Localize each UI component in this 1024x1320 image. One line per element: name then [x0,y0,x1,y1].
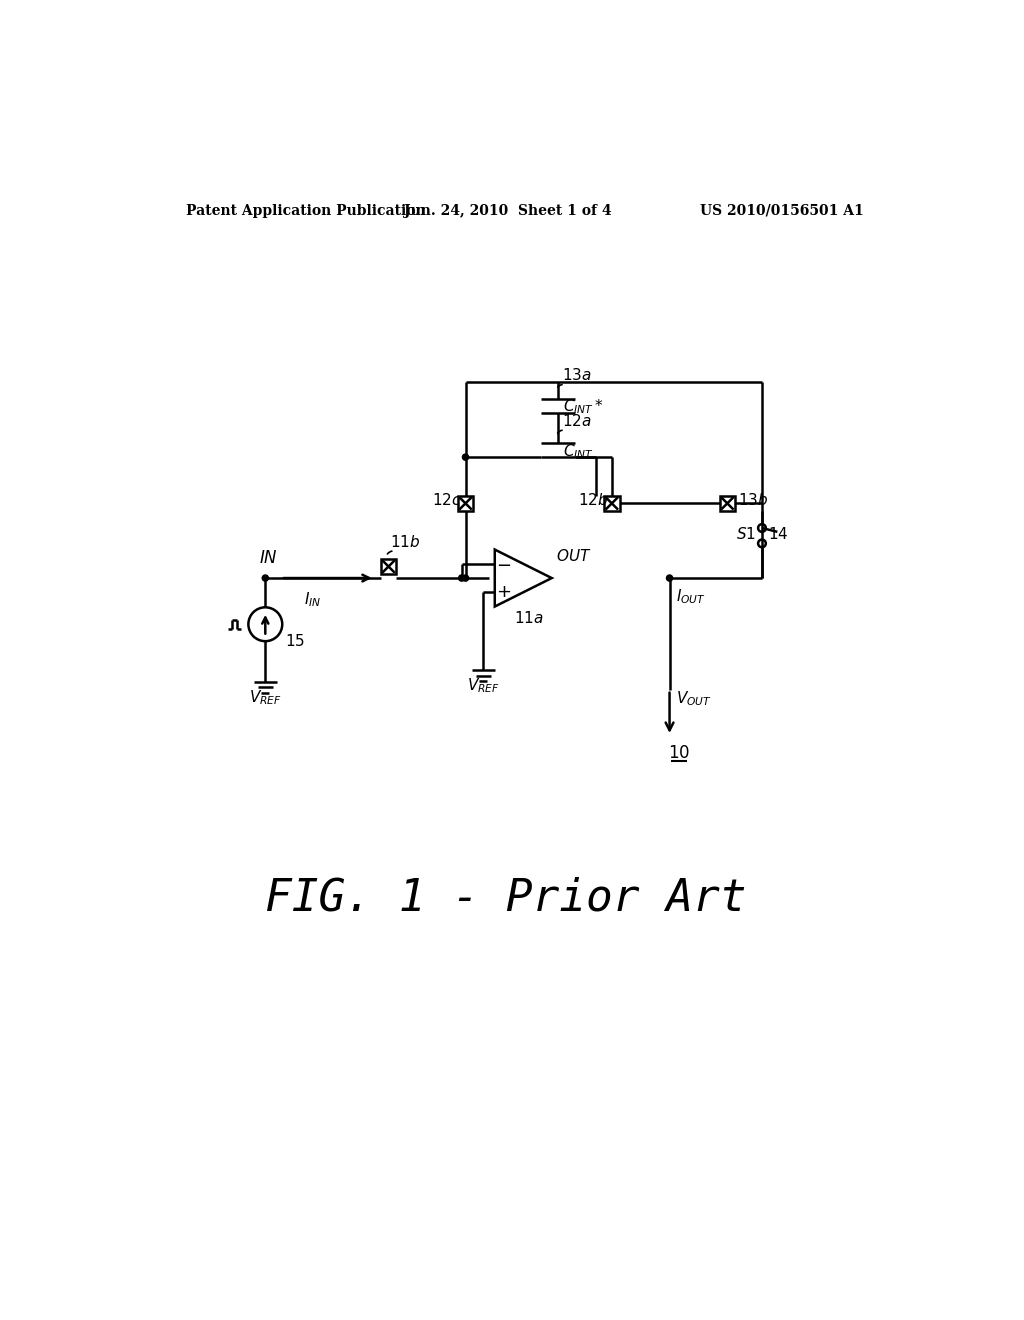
Circle shape [463,576,469,581]
Bar [604,496,620,511]
Text: $12a$: $12a$ [562,413,592,429]
Text: Jun. 24, 2010  Sheet 1 of 4: Jun. 24, 2010 Sheet 1 of 4 [404,203,611,218]
Text: $11b$: $11b$ [390,533,421,549]
Text: US 2010/0156501 A1: US 2010/0156501 A1 [699,203,863,218]
Text: FIG. 1 - Prior Art: FIG. 1 - Prior Art [265,876,746,919]
Text: $14$: $14$ [768,527,788,543]
Text: $V_{REF}$: $V_{REF}$ [467,677,500,696]
Text: $12c$: $12c$ [432,492,462,508]
Text: $I_{OUT}$: $I_{OUT}$ [676,587,706,606]
Text: $V_{REF}$: $V_{REF}$ [249,688,282,708]
Text: $\mathit{10}$: $\mathit{10}$ [668,744,690,762]
Text: $-$: $-$ [497,556,512,573]
Text: $S1$: $S1$ [736,527,756,543]
Circle shape [463,454,469,461]
Text: $OUT$: $OUT$ [556,548,591,564]
Text: $I_{IN}$: $I_{IN}$ [304,590,322,609]
Circle shape [667,576,673,581]
Text: $V_{OUT}$: $V_{OUT}$ [676,689,712,709]
Bar [720,496,735,511]
Text: Patent Application Publication: Patent Application Publication [186,203,426,218]
Text: $+$: $+$ [497,583,512,601]
Text: $C_{INT}$: $C_{INT}$ [562,442,594,461]
Circle shape [459,576,465,581]
Bar [381,558,396,574]
Text: $15$: $15$ [286,634,305,649]
Bar [458,496,473,511]
Text: $13a$: $13a$ [562,367,592,383]
Text: $IN$: $IN$ [259,549,279,568]
Text: $12b$: $12b$ [578,492,608,508]
Circle shape [262,576,268,581]
Text: $13b$: $13b$ [738,492,768,508]
Text: $11a$: $11a$ [514,610,544,627]
Text: $C_{INT}*$: $C_{INT}*$ [562,397,603,417]
